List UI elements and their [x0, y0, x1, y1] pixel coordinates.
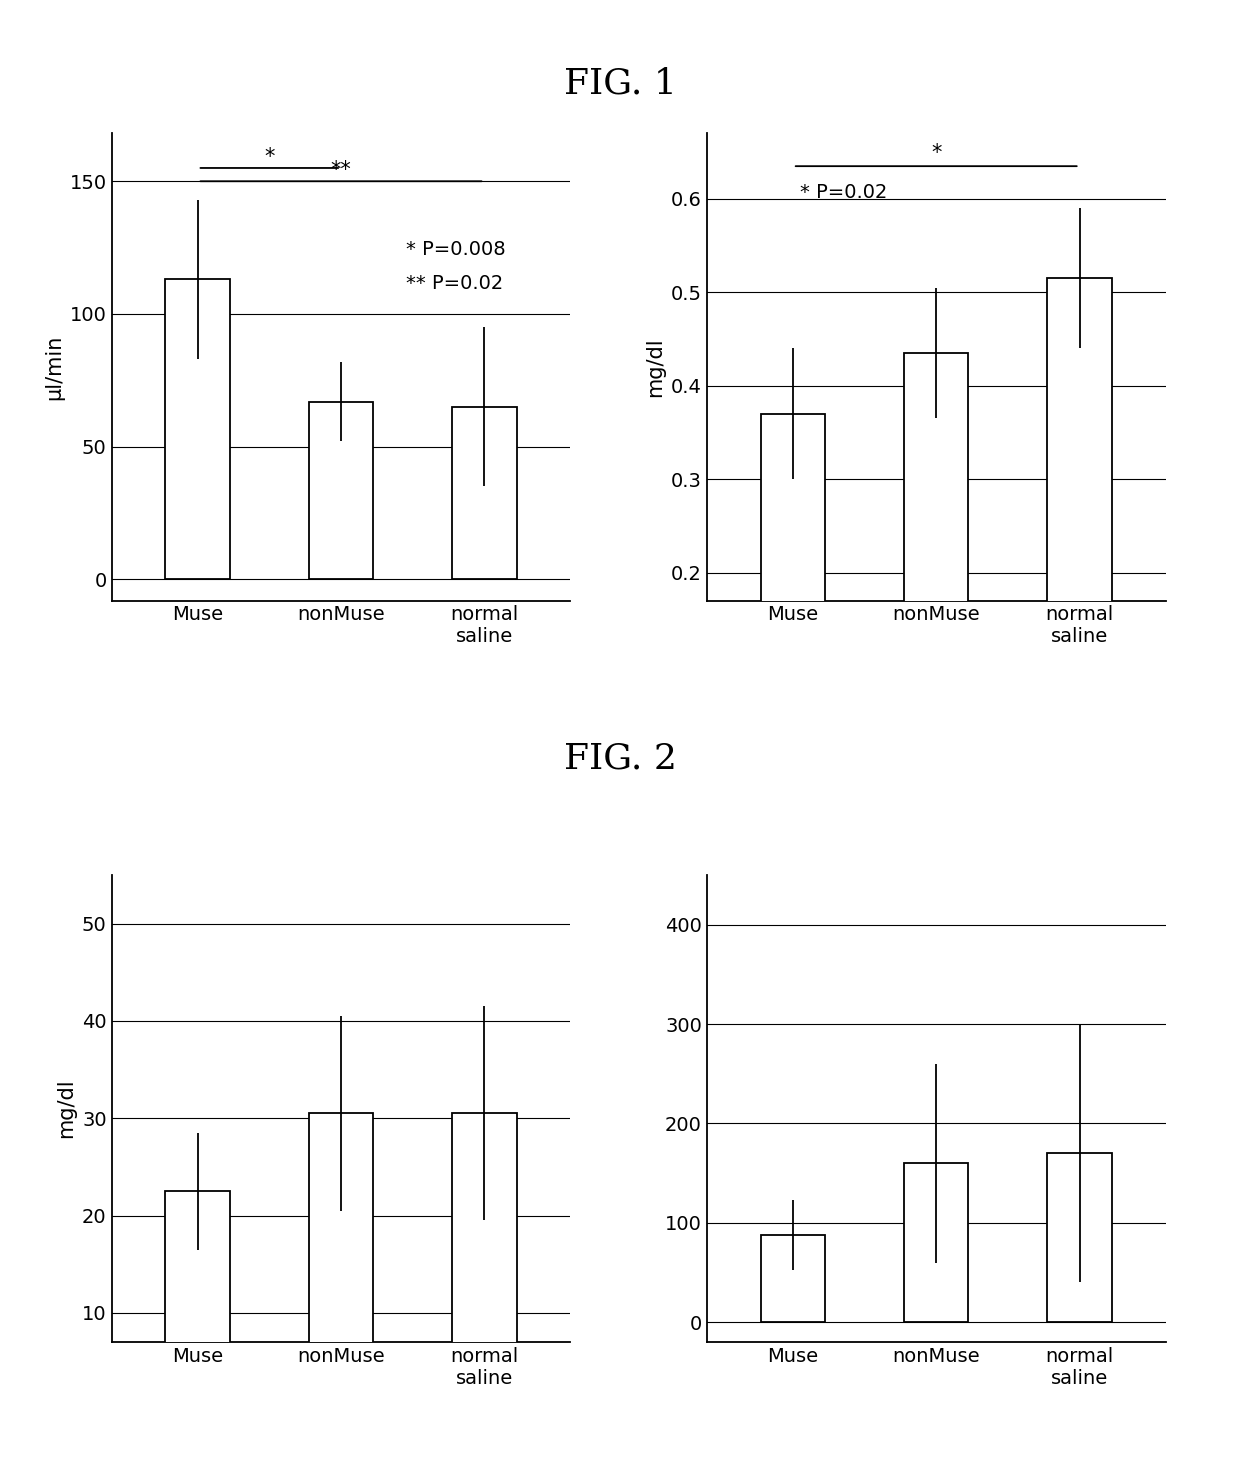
Text: ** P=0.02: ** P=0.02: [405, 274, 502, 294]
Bar: [165, 279, 229, 580]
Bar: [309, 402, 373, 580]
Bar: [760, 1235, 825, 1323]
Y-axis label: mg/dl: mg/dl: [645, 337, 666, 397]
Text: FIG. 2: FIG. 2: [563, 742, 677, 776]
Y-axis label: mg/dl: mg/dl: [57, 1078, 77, 1139]
Text: * P=0.02: * P=0.02: [800, 182, 888, 202]
Text: FIG. 1: FIG. 1: [563, 67, 677, 101]
Bar: [1048, 279, 1112, 759]
Bar: [309, 1114, 373, 1410]
Text: *: *: [264, 147, 274, 166]
Bar: [760, 414, 825, 759]
Bar: [165, 1191, 229, 1410]
Text: * P=0.008: * P=0.008: [405, 240, 505, 258]
Bar: [904, 1163, 968, 1323]
Bar: [1048, 1154, 1112, 1323]
Bar: [904, 353, 968, 759]
Bar: [453, 1114, 517, 1410]
Text: **: **: [331, 160, 351, 179]
Text: *: *: [931, 144, 941, 163]
Y-axis label: μl/min: μl/min: [45, 334, 64, 400]
Bar: [453, 406, 517, 580]
